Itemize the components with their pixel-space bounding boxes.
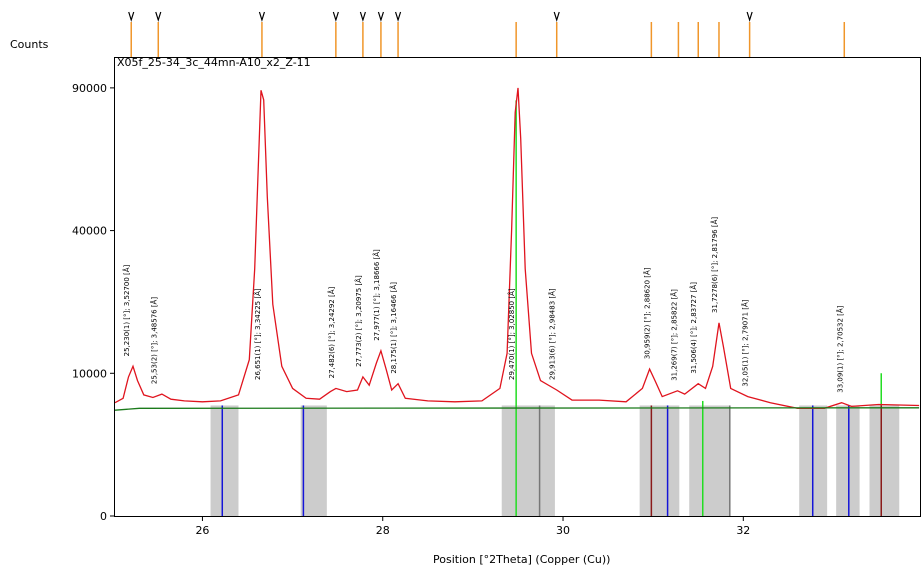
reference-band xyxy=(501,405,555,516)
peak-label: 31,7278(6) [°]; 2,81796 [Å] xyxy=(710,217,719,313)
y-axis-title: Counts xyxy=(10,38,49,51)
plot-area: 25,230(1) [°]; 3,52700 [Å] 25,53(2) [°]; … xyxy=(114,87,920,516)
peak-label: 27,482(6) [°]; 3,24292 [Å] xyxy=(327,286,336,378)
peak-label: 31,506(4) [°]; 2,83727 [Å] xyxy=(689,282,698,374)
peak-marker xyxy=(258,11,266,23)
peak-marker xyxy=(746,11,753,23)
y-tick-label: 0 xyxy=(100,510,107,523)
peak-label: 32,05(1) [°]; 2,79071 [Å] xyxy=(741,299,750,386)
peak-label: 26,651(1) [°]; 3,34225 [Å] xyxy=(253,288,262,380)
peak-label: 27,773(2) [°]; 3,20975 [Å] xyxy=(354,275,363,367)
reference-band xyxy=(689,405,730,516)
peak-label: 33,09(1) [°]; 2,70532 [Å] xyxy=(835,305,844,392)
peak-marker xyxy=(394,11,402,23)
peak-label: 29,913(6) [°]; 2,98483 [Å] xyxy=(548,288,557,380)
peak-label: 29,470(1) [°]; 3,02850 [Å] xyxy=(507,288,516,380)
x-axis-title: Position [°2Theta] (Copper (Cu)) xyxy=(433,553,610,566)
reference-band xyxy=(869,405,900,516)
reference-band xyxy=(639,405,680,516)
peak-marker xyxy=(377,11,385,23)
x-tick-label: 30 xyxy=(556,524,570,537)
peak-label: 25,53(2) [°]; 3,48576 [Å] xyxy=(149,297,158,384)
x-tick-label: 28 xyxy=(376,524,390,537)
peak-label: 30,959(2) [°]; 2,88620 [Å] xyxy=(642,267,651,359)
peak-label: 25,230(1) [°]; 3,52700 [Å] xyxy=(122,264,131,356)
y-tick-label: 10000 xyxy=(72,367,107,380)
peak-marker xyxy=(359,11,366,23)
profile-line xyxy=(114,407,920,411)
reference-band xyxy=(210,405,239,516)
peak-marker xyxy=(128,11,135,23)
reference-band xyxy=(836,405,860,516)
peak-marker xyxy=(332,11,339,23)
peak-marker xyxy=(155,11,162,23)
y-tick-label: 90000 xyxy=(72,82,107,95)
reference-band xyxy=(300,405,327,516)
peak-label: 28,175(1) [°]; 3,16466 [Å] xyxy=(389,282,398,374)
profile-line xyxy=(114,87,920,409)
peak-label: 27,977(1) [°]; 3,18666 [Å] xyxy=(372,249,381,341)
chart-title: X05f_25-34_3c_44mn-A10_x2_Z-11 xyxy=(117,56,311,69)
peak-marker xyxy=(553,11,560,23)
x-tick-label: 32 xyxy=(736,524,750,537)
x-tick-label: 26 xyxy=(195,524,209,537)
y-tick-label: 40000 xyxy=(72,225,107,238)
peak-label: 31,269(7) [°]; 2,85822 [Å] xyxy=(669,289,678,381)
